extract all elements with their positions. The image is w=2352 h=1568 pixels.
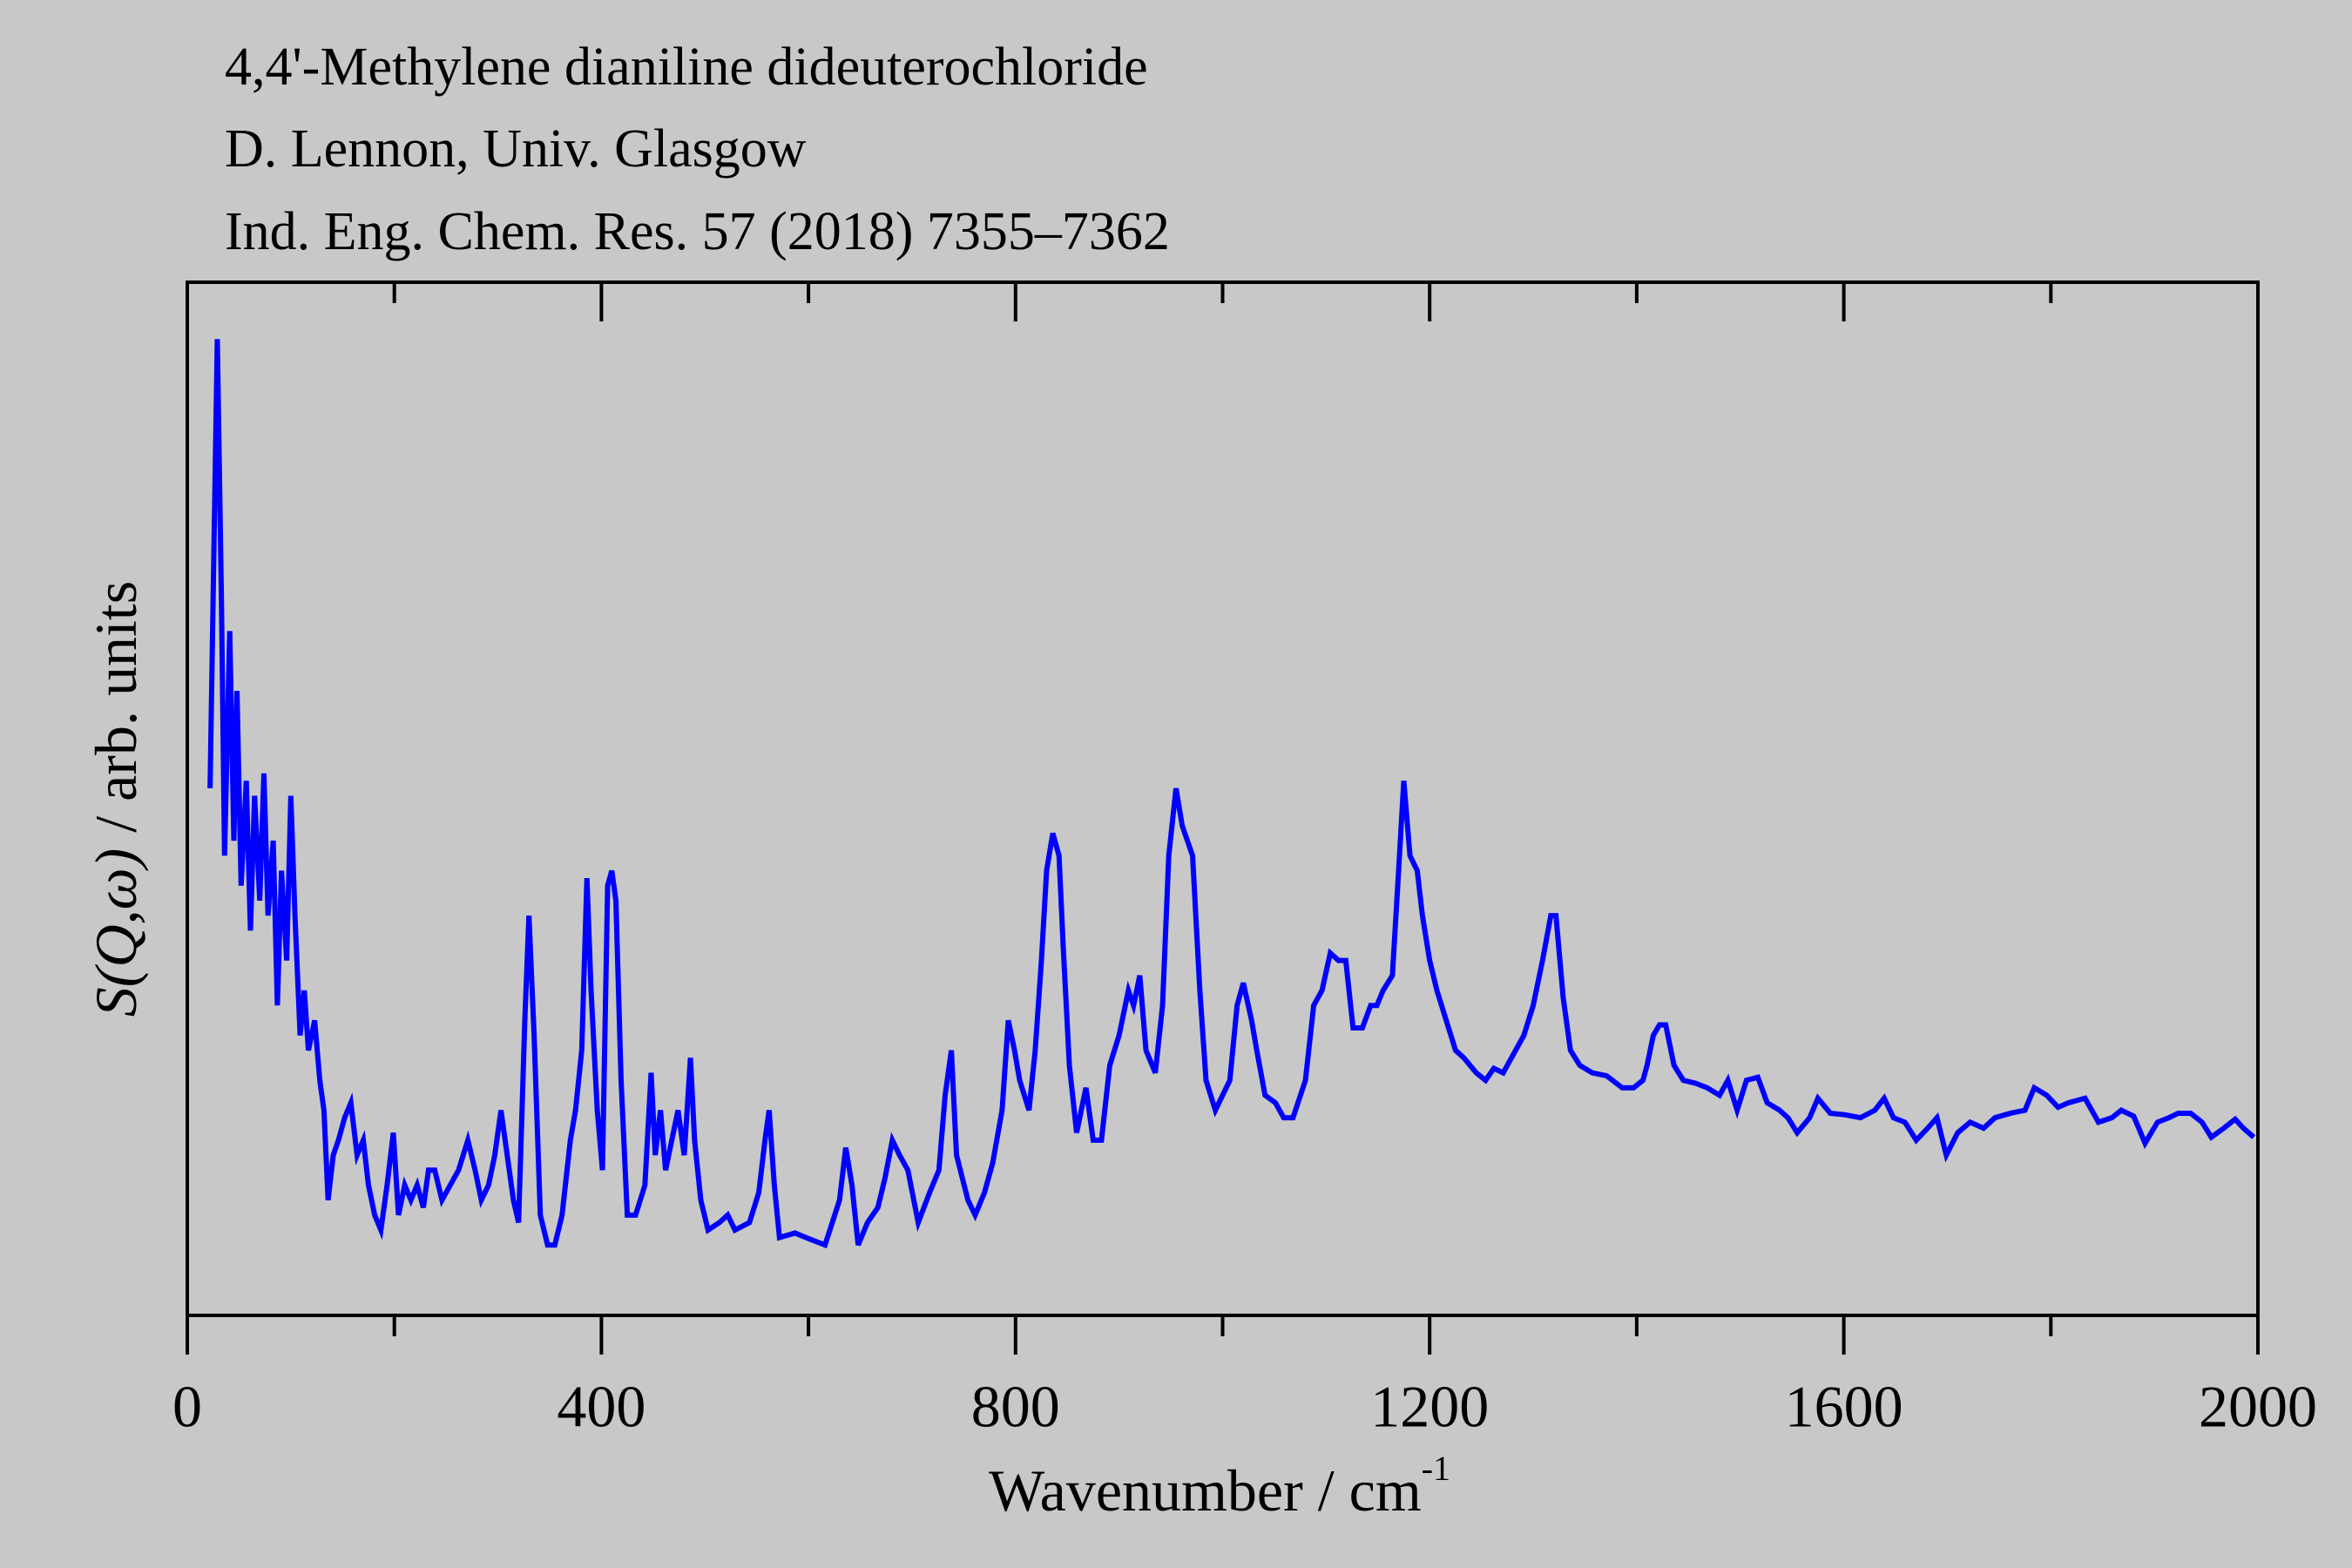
x-tick-label: 400	[557, 1374, 645, 1440]
title-line: Ind. Eng. Chem. Res. 57 (2018) 7355–7362	[225, 202, 1170, 261]
y-label-symbol: S(Q,ω)	[83, 848, 149, 1017]
y-axis-label: S(Q,ω) / arb. units	[83, 581, 149, 1017]
spectrum-line	[207, 339, 2256, 1249]
x-label-superscript: -1	[1422, 1449, 1450, 1488]
x-tick-label: 800	[971, 1374, 1060, 1440]
x-label-text: Wavenumber / cm	[989, 1457, 1422, 1524]
title-line: 4,4'-Methylene dianiline dideuterochlori…	[225, 37, 1148, 97]
x-axis-label: Wavenumber / cm-1	[989, 1449, 1450, 1523]
x-tick-label: 2000	[2199, 1374, 2317, 1440]
x-tick-label: 0	[172, 1374, 202, 1440]
y-label-unit: / arb. units	[83, 581, 149, 833]
x-tick-label: 1200	[1370, 1374, 1489, 1440]
x-tick-label: 1600	[1785, 1374, 1903, 1440]
title-line: D. Lennon, Univ. Glasgow	[225, 119, 807, 179]
